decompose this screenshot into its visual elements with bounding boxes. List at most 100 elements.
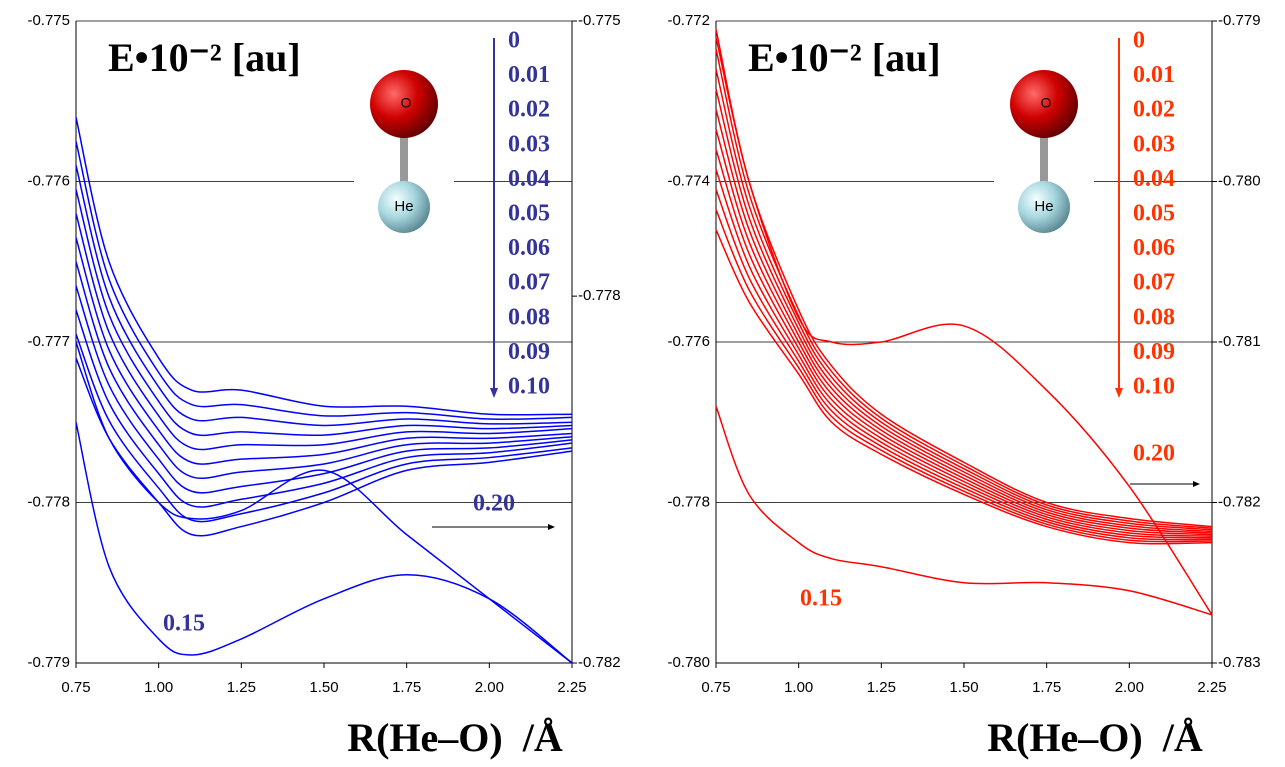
y2-tick-label: -0.778	[578, 287, 621, 304]
x-tick-label: 2.00	[1115, 679, 1144, 696]
x-axis-title: R(He–O) /Å	[347, 715, 563, 760]
legend-label: 0.05	[1133, 201, 1175, 227]
series-line	[75, 309, 573, 508]
legend-label: 0.10	[508, 374, 550, 400]
x-tick-label: 2.00	[475, 679, 504, 696]
chart-title: E•10⁻² [au]	[748, 35, 941, 80]
series-line	[715, 169, 1213, 539]
legend-label: 0.03	[1133, 131, 1175, 157]
series-line	[75, 237, 573, 465]
series-line	[75, 117, 573, 416]
y-tick-label: -0.774	[667, 172, 710, 189]
atom-symbol: He	[394, 198, 413, 215]
legend-label: 0.06	[1133, 235, 1175, 261]
oxygen-atom	[1010, 70, 1078, 138]
y-tick-label: -0.778	[27, 493, 70, 510]
series-label: 0.20	[473, 491, 515, 517]
y2-tick-label: -0.782	[1218, 493, 1261, 510]
x-tick-label: 1.25	[227, 679, 256, 696]
atom-symbol: O	[1041, 95, 1052, 111]
chart-panel: -0.779 -0.778 -0.777 -0.776 -0.775 -0.782 -0.7…	[27, 12, 620, 760]
x-tick-label: 1.50	[949, 679, 978, 696]
series-line	[715, 109, 1213, 534]
y-tick-label: -0.776	[667, 333, 710, 350]
series-line	[75, 341, 573, 664]
chart-panel: -0.780 -0.778 -0.776 -0.774 -0.772 -0.783 -0.7…	[667, 12, 1260, 760]
series-line	[75, 261, 573, 480]
annotation-arrowhead	[548, 524, 555, 530]
legend-label: 0.05	[508, 201, 550, 227]
x-tick-label: 0.75	[61, 679, 90, 696]
y-tick-label: -0.778	[667, 493, 710, 510]
series-line	[75, 141, 573, 420]
legend-label: 0.09	[508, 339, 550, 365]
x-tick-label: 1.50	[309, 679, 338, 696]
legend-label: 0.08	[508, 304, 550, 330]
x-tick-label: 1.00	[144, 679, 173, 696]
legend-label: 0.02	[1133, 97, 1175, 123]
legend-label: 0.04	[1133, 166, 1175, 192]
x-tick-label: 1.25	[867, 679, 896, 696]
y2-tick-label: -0.779	[1218, 12, 1261, 29]
y-tick-label: -0.772	[667, 12, 710, 29]
legend-label: 0.03	[508, 131, 550, 157]
legend-label: 0.04	[508, 166, 550, 192]
legend-label: 0.07	[1133, 270, 1175, 296]
y-tick-label: -0.779	[27, 654, 70, 671]
y-tick-label: -0.780	[667, 654, 710, 671]
series-line	[75, 213, 573, 451]
y2-tick-label: -0.781	[1218, 333, 1261, 350]
series-label: 0.15	[800, 586, 842, 612]
x-tick-label: 0.75	[701, 679, 730, 696]
series-line	[715, 149, 1213, 537]
atom-symbol: He	[1034, 198, 1053, 215]
series-line	[715, 189, 1213, 541]
chart-title: E•10⁻² [au]	[108, 35, 301, 80]
legend-label: 0.06	[508, 235, 550, 261]
series-line	[715, 129, 1213, 536]
series-line	[75, 357, 573, 537]
bond	[400, 100, 408, 200]
x-tick-label: 2.25	[557, 679, 586, 696]
series-line	[715, 89, 1213, 533]
y2-tick-label: -0.775	[578, 12, 621, 29]
y2-tick-label: -0.780	[1218, 172, 1261, 189]
y-tick-label: -0.775	[27, 12, 70, 29]
x-tick-label: 1.00	[784, 679, 813, 696]
helium-atom	[378, 181, 430, 233]
legend-arrowhead	[1115, 388, 1123, 398]
legend-label: 0.10	[1133, 374, 1175, 400]
x-tick-label: 2.25	[1197, 679, 1226, 696]
x-tick-label: 1.75	[392, 679, 421, 696]
legend-label: 0.08	[1133, 304, 1175, 330]
series-line	[75, 285, 573, 494]
helium-atom	[1018, 181, 1070, 233]
series-line	[715, 48, 1213, 529]
oxygen-atom	[370, 70, 438, 138]
bond	[1040, 100, 1048, 200]
series-line	[715, 209, 1213, 543]
legend-label: 0	[1133, 28, 1145, 54]
legend-label: 0.02	[508, 97, 550, 123]
series-label: 0.20	[1133, 441, 1175, 467]
series-line	[75, 189, 573, 437]
legend-arrowhead	[490, 388, 498, 398]
series-line	[715, 229, 1213, 545]
legend-label: 0.01	[1133, 62, 1175, 88]
annotation-arrowhead	[1193, 481, 1200, 487]
series-line	[715, 405, 1213, 616]
legend-label: 0.01	[508, 62, 550, 88]
legend-label: 0.09	[1133, 339, 1175, 365]
series-line	[75, 333, 573, 523]
y-tick-label: -0.777	[27, 333, 70, 350]
y2-tick-label: -0.783	[1218, 654, 1261, 671]
atom-symbol: O	[401, 95, 412, 111]
y2-tick-label: -0.782	[578, 654, 621, 671]
series-line	[715, 68, 1213, 531]
series-label: 0.15	[163, 611, 205, 637]
y-tick-label: -0.776	[27, 172, 70, 189]
series-line	[75, 422, 573, 664]
series-line	[715, 36, 1213, 616]
x-tick-label: 1.75	[1032, 679, 1061, 696]
